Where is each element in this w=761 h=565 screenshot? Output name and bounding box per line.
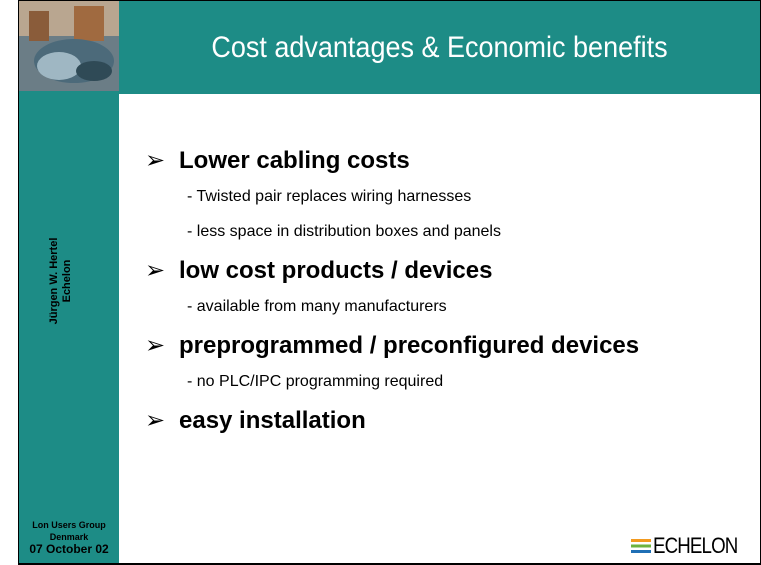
bullet: ➢ preprogrammed / preconfigured devices bbox=[145, 328, 649, 364]
event: Lon Users Group bbox=[19, 519, 119, 531]
bullet: ➢ low cost products / devices bbox=[145, 253, 645, 289]
sub-item: - less space in distribution boxes and p… bbox=[145, 214, 645, 249]
sidebar: Jürgen W. Hertel Echelon Lon Users Group… bbox=[19, 1, 119, 563]
bullet: ➢ easy installation bbox=[145, 403, 645, 439]
bullet-arrow: ➢ bbox=[145, 328, 165, 364]
bullet-arrow: ➢ bbox=[145, 253, 165, 289]
title: Cost advantages & Economic benefits bbox=[211, 31, 667, 65]
logo-icon bbox=[631, 538, 653, 554]
footer-info: Lon Users Group Denmark 07 October 02 bbox=[19, 519, 119, 555]
photo bbox=[19, 1, 119, 91]
sub-item: - no PLC/IPC programming required bbox=[145, 364, 645, 399]
bullet-text: preprogrammed / preconfigured devices bbox=[179, 332, 639, 359]
logo: ECHELON bbox=[631, 533, 752, 559]
logo-text: ECHELON bbox=[653, 533, 737, 559]
bullet-list: ➢ Lower cabling costs - Twisted pair repla… bbox=[145, 139, 645, 439]
company: Echelon bbox=[61, 238, 74, 325]
bullet: ➢ Lower cabling costs bbox=[145, 143, 645, 179]
bullet-text: low cost products / devices bbox=[179, 257, 492, 284]
slide: Jürgen W. Hertel Echelon Lon Users Group… bbox=[18, 0, 761, 565]
author-block: Jürgen W. Hertel Echelon bbox=[48, 238, 74, 325]
bullet-arrow: ➢ bbox=[145, 403, 165, 439]
bullet-text: Lower cabling costs bbox=[179, 147, 410, 174]
title-bar: Cost advantages & Economic benefits bbox=[119, 1, 760, 94]
sub-item: - available from many manufacturers bbox=[145, 289, 645, 324]
bullet-text: easy installation bbox=[179, 407, 366, 434]
date: 07 October 02 bbox=[19, 543, 119, 555]
author: Jürgen W. Hertel bbox=[48, 238, 61, 325]
page: Jürgen W. Hertel Echelon Lon Users Group… bbox=[0, 0, 761, 564]
bullet-arrow: ➢ bbox=[145, 143, 165, 179]
sub-item: - Twisted pair replaces wiring harnesses bbox=[145, 179, 645, 214]
